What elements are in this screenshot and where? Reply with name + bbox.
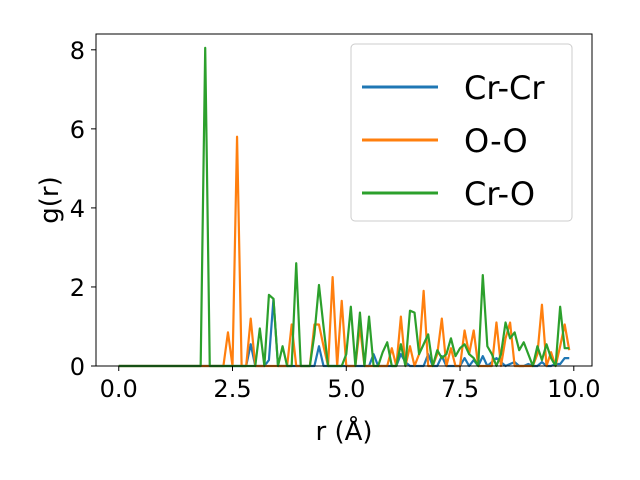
x-axis-ticks: 0.0 2.5 5.0 7.5 10.0 [100, 366, 601, 403]
x-tick-label: 5.0 [327, 375, 365, 403]
x-axis-label: r (Å) [315, 415, 372, 447]
x-tick-label: 7.5 [441, 375, 479, 403]
x-tick-label: 2.5 [213, 375, 251, 403]
x-tick-label: 0.0 [100, 375, 138, 403]
legend: Cr-Cr O-O Cr-O [350, 43, 573, 222]
y-tick-label: 8 [70, 37, 85, 65]
y-tick-label: 6 [70, 116, 85, 144]
x-tick-label: 10.0 [547, 375, 600, 403]
y-axis-label: g(r) [35, 176, 65, 223]
y-axis-ticks: 0 2 4 6 8 [70, 37, 96, 381]
legend-label-0: Cr-Cr [464, 69, 545, 107]
y-tick-label: 4 [70, 195, 85, 223]
legend-label-1: O-O [464, 122, 528, 160]
y-tick-label: 2 [70, 274, 85, 302]
y-tick-label: 0 [70, 353, 85, 381]
legend-label-2: Cr-O [464, 175, 535, 213]
plot-frame [95, 33, 593, 367]
